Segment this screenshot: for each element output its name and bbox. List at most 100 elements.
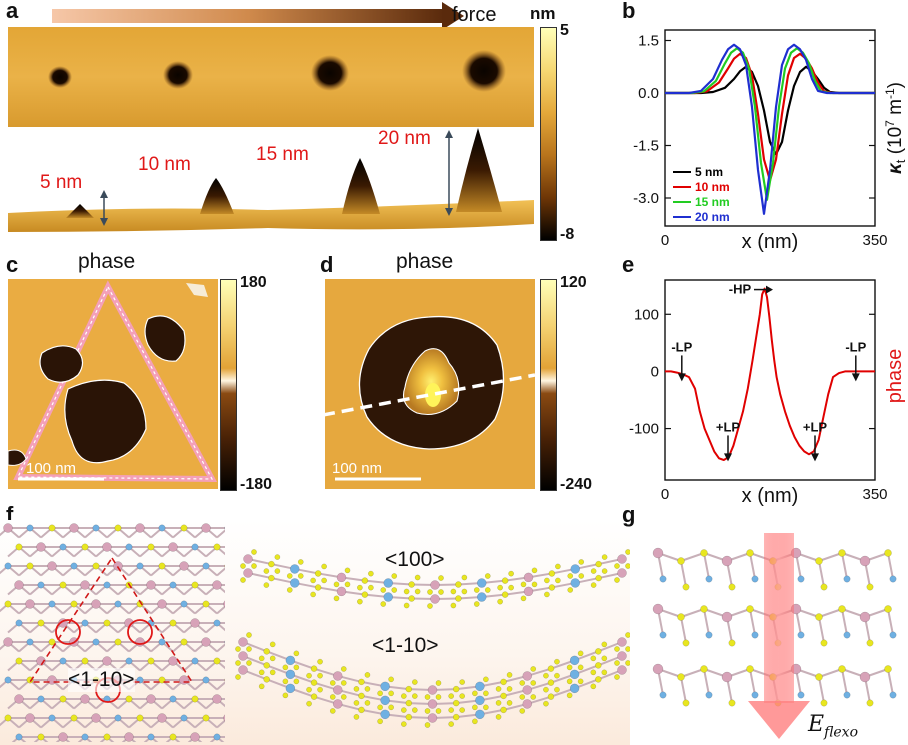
atom xyxy=(47,675,57,685)
bond xyxy=(841,608,848,636)
atom xyxy=(408,595,415,602)
atom xyxy=(625,660,630,666)
atom xyxy=(577,678,584,685)
atom xyxy=(329,694,336,700)
atom xyxy=(4,714,12,722)
atom xyxy=(310,577,316,584)
x-axis-label: x (nm) xyxy=(742,231,799,253)
atom xyxy=(700,605,708,613)
atom xyxy=(282,692,289,699)
atom xyxy=(495,686,502,692)
atom xyxy=(158,524,166,532)
atom xyxy=(25,599,35,609)
atom xyxy=(336,572,347,583)
atom xyxy=(240,577,246,583)
atom xyxy=(333,699,343,709)
atom xyxy=(405,713,413,721)
atom xyxy=(859,611,871,623)
atom xyxy=(411,679,418,685)
annotation-text: -HP xyxy=(729,282,752,297)
atom xyxy=(380,695,390,706)
atom xyxy=(472,704,478,711)
atom xyxy=(146,580,156,590)
atom xyxy=(595,662,602,669)
atom xyxy=(483,704,489,711)
atom xyxy=(358,692,365,700)
atom xyxy=(566,664,573,671)
atom xyxy=(601,568,608,574)
atom xyxy=(452,685,460,693)
atom xyxy=(4,600,12,608)
atom xyxy=(751,691,759,699)
panel-label-a: a xyxy=(6,0,19,23)
atom xyxy=(700,549,708,557)
atom xyxy=(286,587,293,593)
atom xyxy=(843,631,851,639)
atom xyxy=(424,722,431,728)
atom xyxy=(70,600,78,608)
atom xyxy=(459,693,466,699)
atom xyxy=(92,524,100,532)
atom xyxy=(146,694,156,704)
atom xyxy=(48,638,56,646)
field-arrow-shaft xyxy=(764,533,794,703)
atom xyxy=(595,574,602,582)
atom xyxy=(3,637,13,647)
atom xyxy=(652,603,664,615)
atom xyxy=(147,657,155,665)
dir-label-triangle: <1-10> xyxy=(68,668,135,692)
atom xyxy=(614,674,620,680)
series-line-20-nm xyxy=(665,43,875,215)
atom xyxy=(721,611,733,623)
atom xyxy=(721,555,733,567)
atom xyxy=(380,587,387,593)
atom xyxy=(235,646,241,652)
atom xyxy=(168,656,178,666)
atom xyxy=(37,733,45,741)
atom xyxy=(102,656,112,666)
atom xyxy=(169,695,177,703)
atom xyxy=(590,669,597,676)
atom xyxy=(297,573,304,579)
atom xyxy=(380,709,390,720)
atom xyxy=(543,672,549,679)
atom xyxy=(4,562,12,570)
plot-frame xyxy=(664,29,876,227)
peak-label-20nm: 20 nm xyxy=(378,128,431,149)
atom xyxy=(523,586,534,597)
atom xyxy=(223,600,225,608)
atom xyxy=(522,671,532,681)
atom xyxy=(380,601,387,607)
plot-frame xyxy=(664,279,876,481)
atom xyxy=(506,686,513,692)
atom xyxy=(81,619,89,627)
atom xyxy=(80,694,90,704)
atom xyxy=(548,570,556,577)
atom xyxy=(400,693,407,699)
atom xyxy=(353,700,360,706)
atom xyxy=(531,567,538,574)
atom xyxy=(212,694,222,704)
atom xyxy=(506,672,513,678)
atom xyxy=(859,555,871,567)
bond xyxy=(703,552,710,580)
dir-label-bottom: <1-10> xyxy=(372,634,439,657)
field-label: Eflexo xyxy=(808,712,859,741)
atom xyxy=(547,679,555,686)
atom xyxy=(548,584,556,591)
colorbar-d-max: 120 xyxy=(560,274,587,291)
atom xyxy=(157,713,167,723)
atom xyxy=(555,577,561,584)
atom xyxy=(797,691,805,699)
bond xyxy=(841,668,848,696)
atom xyxy=(601,554,608,560)
atom xyxy=(92,638,100,646)
atom xyxy=(746,605,754,613)
atom xyxy=(530,666,537,672)
atom xyxy=(403,588,410,595)
atom xyxy=(473,601,480,607)
atom xyxy=(617,568,627,578)
atom xyxy=(450,588,457,595)
atom xyxy=(377,704,383,711)
atom xyxy=(403,602,410,609)
